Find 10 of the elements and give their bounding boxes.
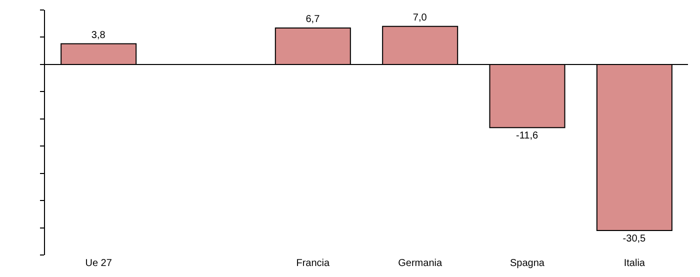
x-tick-label: Germania bbox=[398, 258, 442, 269]
x-tick-label: Ue 27 bbox=[85, 258, 112, 269]
x-tick-label: Francia bbox=[296, 258, 330, 269]
x-tick-label: Spagna bbox=[510, 258, 545, 269]
data-label: 7,0 bbox=[412, 12, 428, 24]
data-label: 6,7 bbox=[306, 14, 320, 25]
data-label: -30,5 bbox=[622, 234, 646, 244]
data-label: -11,6 bbox=[516, 130, 538, 142]
x-tick-label: Italia bbox=[624, 258, 646, 269]
data-label: 3,8 bbox=[91, 30, 106, 41]
